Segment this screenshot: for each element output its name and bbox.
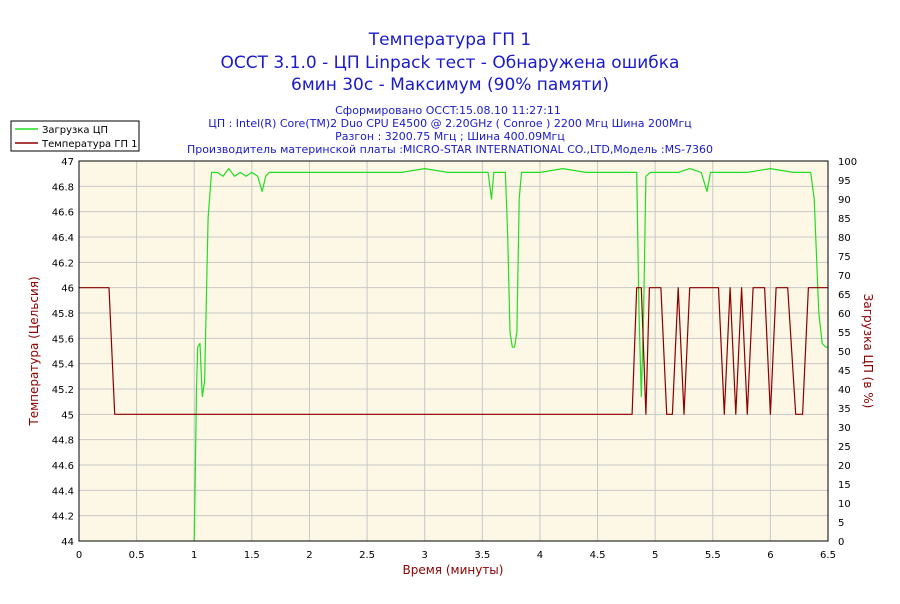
x-tick-label: 2.5 [359, 550, 375, 561]
x-tick-label: 4 [537, 550, 543, 561]
y-right-tick-label: 0 [838, 537, 844, 548]
series-cpu-load-line [193, 168, 828, 542]
y-right-tick-label: 60 [838, 309, 851, 320]
y-left-tick-label: 46.4 [52, 233, 74, 244]
chart-subtitle-test: OCCT 3.1.0 - ЦП Linpack тест - Обнаружен… [221, 53, 680, 73]
y-right-tick-label: 65 [838, 290, 851, 301]
plot-area [78, 160, 829, 542]
y-right-tick-label: 45 [838, 366, 851, 377]
x-tick-label: 6 [767, 550, 773, 561]
y-right-tick-label: 55 [838, 328, 851, 339]
y-right-tick-label: 80 [838, 233, 851, 244]
y-right-tick-label: 25 [838, 442, 851, 453]
y-left-tick-label: 44 [61, 537, 74, 548]
y-left-tick-label: 47 [61, 157, 74, 168]
y-right-tick-label: 75 [838, 252, 851, 263]
y-left-axis-ticks: 44 44.2 44.4 44.6 44.8 45 45.2 45.4 45.6 45.8 46 46… [52, 157, 74, 548]
y-right-tick-label: 35 [838, 404, 851, 415]
y-right-tick-label: 50 [838, 347, 851, 358]
y-left-tick-label: 45.2 [52, 385, 74, 396]
y-left-tick-label: 46 [61, 284, 74, 295]
y-left-tick-label: 44.6 [52, 461, 74, 472]
y-left-tick-label: 45.6 [52, 334, 74, 345]
y-right-tick-label: 95 [838, 176, 851, 187]
y-left-tick-label: 46.2 [52, 258, 74, 269]
legend-box [10, 120, 140, 152]
x-tick-label: 5.5 [705, 550, 721, 561]
y-right-tick-label: 85 [838, 214, 851, 225]
chart-subtitle-duration: 6мин 30с - Максимум (90% памяти) [291, 75, 609, 95]
legend-label-cpu-load: Загрузка ЦП [42, 125, 108, 136]
chart-title: Температура ГП 1 [368, 30, 531, 50]
y-right-tick-label: 70 [838, 271, 851, 282]
x-tick-label: 6.5 [820, 550, 836, 561]
y-right-tick-label: 90 [838, 195, 851, 206]
y-left-tick-label: 45.8 [52, 309, 74, 320]
y-right-tick-label: 40 [838, 385, 851, 396]
x-tick-label: 4.5 [590, 550, 606, 561]
y-left-tick-label: 44.2 [52, 512, 74, 523]
y-left-axis-label: Температура (Цельсия) [27, 276, 41, 426]
legend-label-gpu-temp: Температура ГП 1 [41, 139, 138, 150]
y-right-tick-label: 10 [838, 499, 851, 510]
y-right-tick-label: 100 [838, 157, 857, 168]
x-tick-label: 1 [191, 550, 197, 561]
x-tick-label: 0 [76, 550, 82, 561]
info-generated: Сформировано OCCT:15.08.10 11:27:11 [335, 104, 561, 117]
series-gpu-temp-line [79, 287, 828, 415]
info-motherboard: Производитель материнской платы :MICRO-S… [187, 143, 713, 156]
x-tick-label: 3.5 [474, 550, 490, 561]
y-right-tick-label: 20 [838, 461, 851, 472]
y-right-axis-ticks: 0 5 10 15 20 25 30 35 40 45 50 55 60 65 70 75 80 85 90 95 10… [838, 157, 857, 548]
y-right-axis-label: Загрузка ЦП (в %) [861, 294, 875, 409]
y-left-tick-label: 46.6 [52, 208, 74, 219]
legend: Загрузка ЦП Температура ГП 1 [10, 120, 140, 152]
info-cpu: ЦП : Intel(R) Core(TM)2 Duo CPU E4500 @ … [208, 117, 691, 130]
plot-frame [78, 160, 829, 542]
y-right-tick-label: 15 [838, 480, 851, 491]
y-left-tick-label: 46.8 [52, 182, 74, 193]
x-tick-label: 3 [422, 550, 428, 561]
x-tick-label: 1.5 [244, 550, 260, 561]
y-left-tick-label: 45.4 [52, 360, 74, 371]
y-right-tick-label: 5 [838, 518, 844, 529]
x-tick-label: 0.5 [129, 550, 145, 561]
x-tick-label: 5 [652, 550, 658, 561]
info-overclock: Разгон : 3200.75 Мгц ; Шина 400.09Мгц [335, 130, 565, 143]
x-tick-label: 2 [306, 550, 312, 561]
y-left-tick-label: 44.4 [52, 486, 74, 497]
x-axis-label: Время (минуты) [403, 563, 504, 577]
y-left-tick-label: 44.8 [52, 436, 74, 447]
y-right-tick-label: 30 [838, 423, 851, 434]
series-lines [79, 168, 828, 542]
chart-header: Температура ГП 1 OCCT 3.1.0 - ЦП Linpack… [187, 30, 713, 156]
y-left-tick-label: 45 [61, 410, 74, 421]
x-axis-ticks: 0 0.5 1 1.5 2 2.5 3 3.5 4 4.5 5 5.5 6 6.5 [76, 550, 836, 561]
